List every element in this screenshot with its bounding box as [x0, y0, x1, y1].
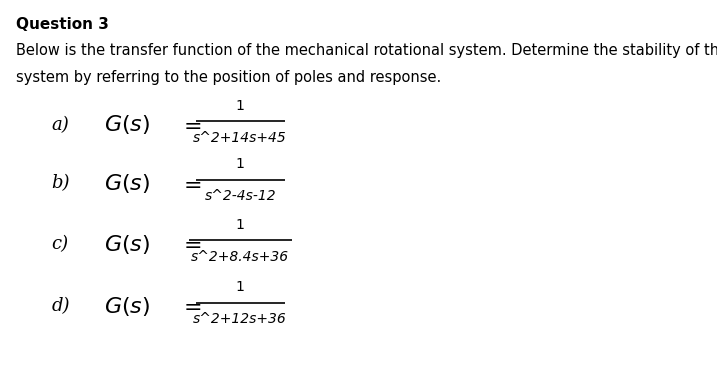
Text: Question 3: Question 3	[16, 17, 109, 32]
Text: system by referring to the position of poles and response.: system by referring to the position of p…	[16, 70, 441, 85]
Text: $=$: $=$	[179, 174, 201, 193]
Text: c): c)	[52, 235, 69, 253]
Text: Below is the transfer function of the mechanical rotational system. Determine th: Below is the transfer function of the me…	[16, 43, 717, 58]
Text: $=$: $=$	[179, 234, 201, 254]
Text: $=$: $=$	[179, 115, 201, 135]
Text: $G(s)$: $G(s)$	[104, 172, 151, 195]
Text: s^2+14s+45: s^2+14s+45	[194, 131, 287, 145]
Text: s^2-4s-12: s^2-4s-12	[204, 189, 276, 203]
Text: a): a)	[52, 116, 70, 134]
Text: s^2+8.4s+36: s^2+8.4s+36	[191, 250, 289, 264]
Text: b): b)	[52, 174, 70, 193]
Text: $=$: $=$	[179, 297, 201, 316]
Text: 1: 1	[236, 157, 244, 171]
Text: $G(s)$: $G(s)$	[104, 295, 151, 318]
Text: d): d)	[52, 297, 70, 316]
Text: $G(s)$: $G(s)$	[104, 233, 151, 255]
Text: 1: 1	[236, 280, 244, 294]
Text: 1: 1	[236, 218, 244, 232]
Text: s^2+12s+36: s^2+12s+36	[194, 312, 287, 326]
Text: $G(s)$: $G(s)$	[104, 113, 151, 136]
Text: 1: 1	[236, 99, 244, 113]
